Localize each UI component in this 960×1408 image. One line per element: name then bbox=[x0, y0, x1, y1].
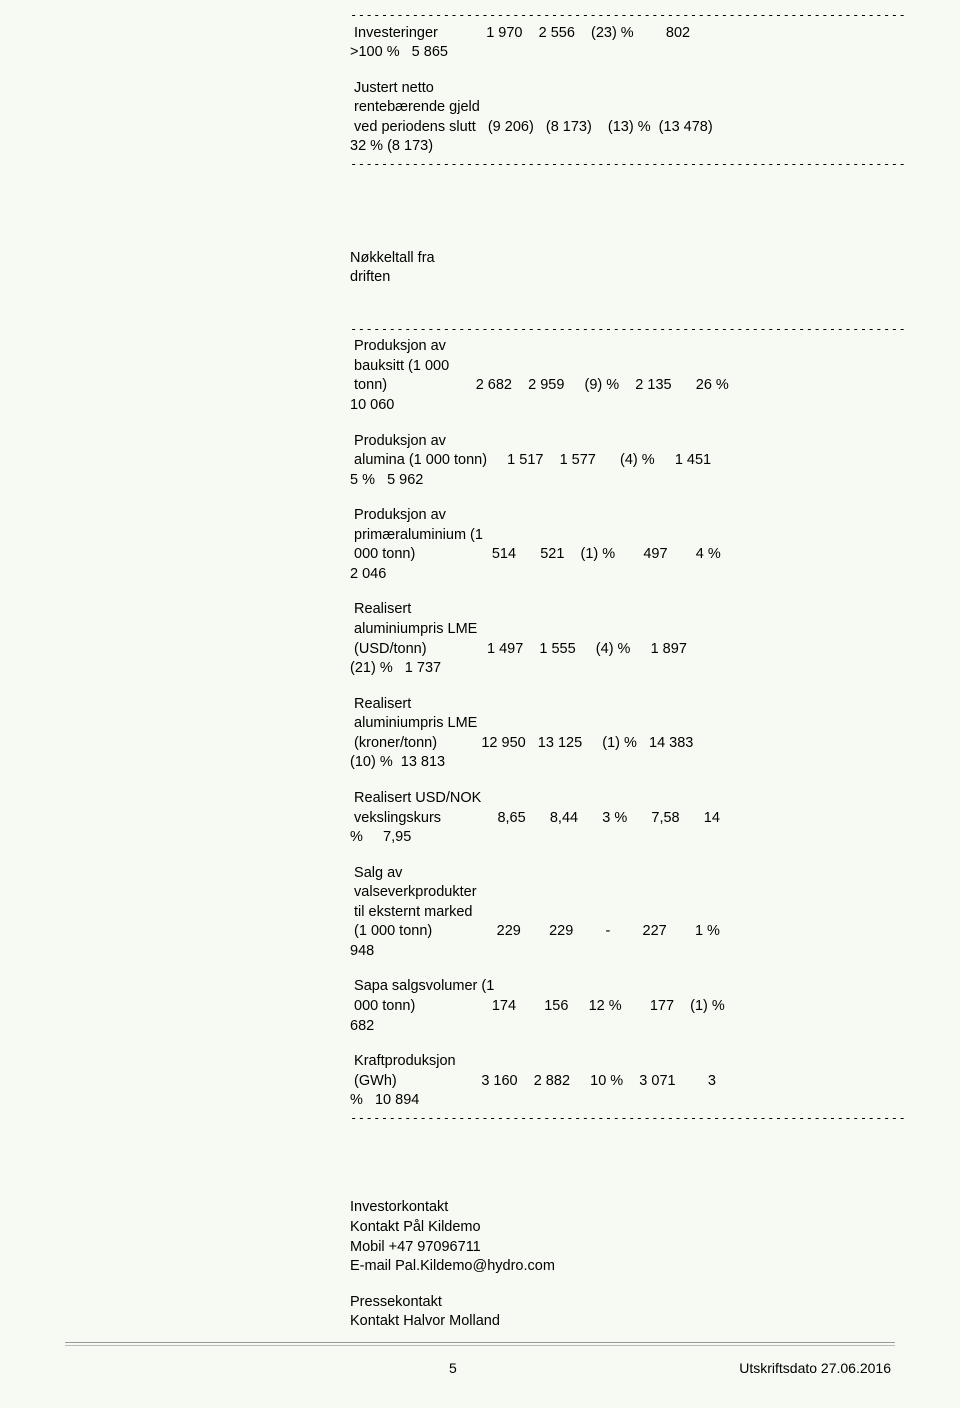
investor-contact-name: Kontakt Pål Kildemo bbox=[350, 1218, 905, 1238]
footer-rule bbox=[65, 1342, 895, 1343]
bauksitt-row: Produksjon av bauksitt (1 000 tonn) 2 68… bbox=[350, 337, 905, 415]
justert-netto-row: Justert netto rentebærende gjeld ved per… bbox=[350, 79, 905, 157]
lme-nok-row: Realisert aluminiumpris LME (kroner/tonn… bbox=[350, 695, 905, 773]
document-content: ----------------------------------------… bbox=[350, 8, 905, 1332]
investeringer-row: Investeringer 1 970 2 556 (23) % 802 >10… bbox=[350, 24, 905, 63]
sapa-row: Sapa salgsvolumer (1 000 tonn) 174 156 1… bbox=[350, 977, 905, 1036]
investor-contact-email: E-mail Pal.Kildemo@hydro.com bbox=[350, 1257, 905, 1277]
primaeraluminium-row: Produksjon av primæraluminium (1 000 ton… bbox=[350, 506, 905, 584]
page-number: 5 bbox=[449, 1360, 457, 1376]
divider-dash: ----------------------------------------… bbox=[350, 1111, 905, 1127]
press-contact-heading: Pressekontakt bbox=[350, 1293, 905, 1313]
investor-contact-mobile: Mobil +47 97096711 bbox=[350, 1238, 905, 1258]
divider-dash: ----------------------------------------… bbox=[350, 322, 905, 338]
section-heading-nokkeltall: Nøkkeltall fra driften bbox=[350, 249, 905, 288]
contact-block: Investorkontakt Kontakt Pål Kildemo Mobi… bbox=[350, 1198, 905, 1331]
alumina-row: Produksjon av alumina (1 000 tonn) 1 517… bbox=[350, 432, 905, 491]
kraftproduksjon-row: Kraftproduksjon (GWh) 3 160 2 882 10 % 3… bbox=[350, 1052, 905, 1111]
page-footer: 5 Utskriftsdato 27.06.2016 bbox=[65, 1342, 895, 1376]
press-contact-name: Kontakt Halvor Molland bbox=[350, 1312, 905, 1332]
footer-rule-2 bbox=[65, 1345, 895, 1346]
divider-dash: ----------------------------------------… bbox=[350, 157, 905, 173]
print-date: Utskriftsdato 27.06.2016 bbox=[739, 1360, 891, 1376]
investor-contact-heading: Investorkontakt bbox=[350, 1198, 905, 1218]
valseverk-row: Salg av valseverkprodukter til eksternt … bbox=[350, 864, 905, 962]
divider-dash: ----------------------------------------… bbox=[350, 8, 905, 24]
usd-nok-row: Realisert USD/NOK vekslingskurs 8,65 8,4… bbox=[350, 789, 905, 848]
lme-usd-row: Realisert aluminiumpris LME (USD/tonn) 1… bbox=[350, 600, 905, 678]
heading-text: Nøkkeltall fra driften bbox=[350, 250, 435, 286]
